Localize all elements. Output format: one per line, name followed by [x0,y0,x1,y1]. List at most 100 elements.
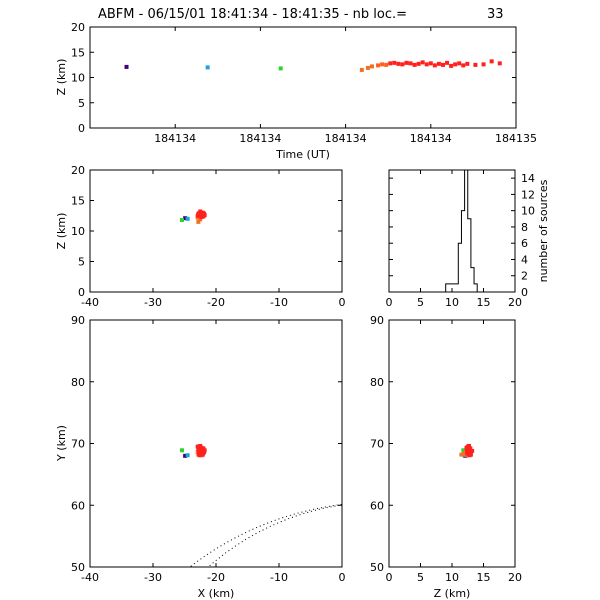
xz-ytick-label: 10 [71,225,85,238]
xz-ticks: -40 -30 -20 -10 0 0 5 10 15 20 [71,164,346,309]
xy-point [200,451,205,456]
xy-point [198,448,203,453]
zy-point [459,452,464,457]
zy-point [467,446,472,451]
xy-xtick-label: -10 [270,571,288,584]
xz-point [195,213,200,218]
zy-ticks: 0 5 10 15 20 50 60 70 80 90 [370,314,522,584]
hist-ytick-label: 8 [521,221,528,234]
hist-xtick-label: 20 [508,296,522,309]
hist-frame [388,169,516,293]
zy-ytick-label: 80 [370,376,384,389]
xy-point [201,446,206,451]
timeseries-xtick-label: 184134 [239,132,281,145]
xy-ytick-label: 50 [71,561,85,574]
xy-ytick-label: 90 [71,314,85,327]
hist-ytick-label: 12 [521,188,535,201]
timeseries-point [489,59,494,64]
xz-xtick-label: -30 [144,296,162,309]
xy-xtick-label: -40 [81,571,99,584]
source-count: 33 [487,7,504,22]
timeseries-point [461,63,466,68]
zy-ytick-label: 50 [370,561,384,574]
timeseries-xtick-label: 184135 [495,132,537,145]
zy-xlabel: Z (km) [434,587,471,600]
xy-point [185,453,190,458]
xz-point [198,209,203,214]
zy-point [466,451,471,456]
timeseries-point [359,67,364,72]
xz-point [185,216,190,221]
range-ring-outer [190,504,343,567]
timeseries-point [449,63,454,68]
xz-point [196,219,201,224]
hist-ytick-label: 14 [521,172,535,185]
zy-xtick-label: 5 [417,571,424,584]
panel-xz: -40 -30 -20 -10 0 0 5 10 15 20 Z (km) [55,164,346,309]
xz-points [179,209,207,224]
xy-point [197,453,202,458]
timeseries-point [432,63,437,68]
xy-ylabel: Y (km) [55,425,68,462]
timeseries-ytick-label: 0 [78,122,85,135]
timeseries-point [465,61,470,66]
timeseries-point [445,60,450,65]
hist-ytick-label: 0 [521,286,528,299]
zy-ytick-label: 60 [370,499,384,512]
timeseries-point [404,60,409,65]
hist-ytick-label: 4 [521,253,528,266]
xz-xtick-label: -10 [270,296,288,309]
timeseries-point [396,61,401,66]
timeseries-point [440,62,445,67]
timeseries-point [436,61,441,66]
zy-points [459,443,475,458]
timeseries-point [384,62,389,67]
xz-ytick-label: 15 [71,195,85,208]
timeseries-point [376,63,381,68]
xz-point [183,216,188,221]
hist-xtick-label: 15 [477,296,491,309]
timeseries-ticks: 184134 184134 184134 184134 184135 0 5 10 15 20 [71,21,537,145]
hist-ytick-label: 10 [521,205,535,218]
xy-xlabel: X (km) [198,587,235,600]
xy-xtick-label: -20 [207,571,225,584]
timeseries-xtick-label: 184134 [410,132,452,145]
xz-ylabel: Z (km) [55,213,68,250]
zy-ytick-label: 90 [370,314,384,327]
panel-xy: -40 -30 -20 -10 0 50 60 70 80 90 X (km) Y (km) [55,314,346,600]
xz-ytick-label: 5 [78,256,85,269]
timeseries-point [388,61,393,66]
xy-points [179,443,207,458]
xy-point [183,453,188,458]
timeseries-point [473,62,478,67]
timeseries-ytick-label: 10 [71,72,85,85]
timeseries-xlabel: Time (UT) [275,148,330,161]
zy-frame [388,319,516,568]
timeseries-point [205,65,210,70]
hist-ytick-label: 2 [521,270,528,283]
xy-ticks: -40 -30 -20 -10 0 50 60 70 80 90 [71,314,346,584]
hist-xtick-label: 10 [445,296,459,309]
timeseries-point [416,61,421,66]
timeseries-point [457,61,462,66]
xy-xtick-label: -30 [144,571,162,584]
hist-xtick-label: 0 [386,296,393,309]
timeseries-point [278,66,283,71]
xz-xtick-label: -40 [81,296,99,309]
timeseries-ytick-label: 20 [71,21,85,34]
timeseries-ylabel: Z (km) [55,59,68,96]
zy-xtick-label: 20 [508,571,522,584]
timeseries-point [424,62,429,67]
xy-ytick-label: 60 [71,499,85,512]
timeseries-ytick-label: 5 [78,97,85,110]
timeseries-point [428,61,433,66]
timeseries-frame [89,26,517,129]
timeseries-points [124,59,502,72]
timeseries-point [453,62,458,67]
xz-ytick-label: 20 [71,164,85,177]
timeseries-ytick-label: 15 [71,46,85,59]
timeseries-point [365,65,370,70]
xy-frame [89,319,343,568]
timeseries-point [408,61,413,66]
